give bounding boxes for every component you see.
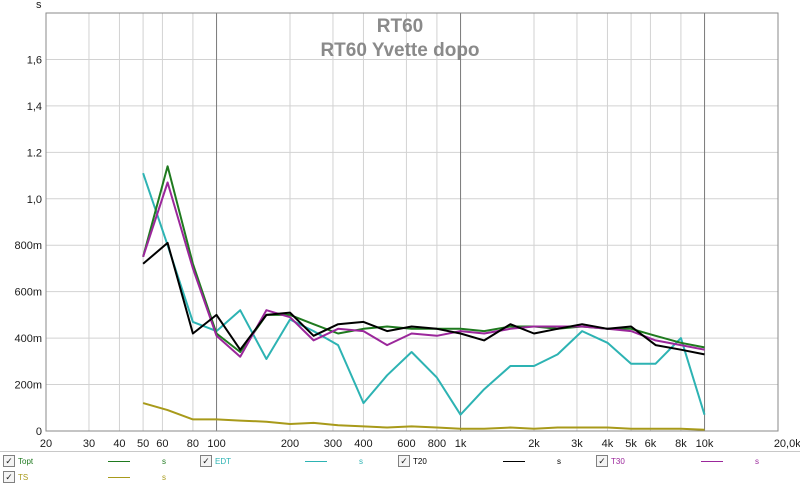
x-tick-label: 6k [645,438,657,450]
y-tick-label: 0 [36,426,42,438]
x-tick-label: 20 [40,438,52,450]
legend-checkbox[interactable]: ✓ [3,455,15,467]
y-tick-label: 600m [14,287,42,299]
minor-grid [45,13,779,432]
legend-item-topt[interactable]: ✓ Topt s [3,453,166,469]
y-axis-unit: s [36,0,42,11]
legend-swatch [305,460,327,462]
x-tick-label: 300 [324,438,342,450]
legend-item-t20[interactable]: ✓ T20 s [398,453,561,469]
legend-unit: s [557,456,561,466]
major-grid [216,13,706,431]
legend-panel: ✓ Topt s ✓ EDT s ✓ T20 s ✓ T30 s ✓ TS s [0,451,800,486]
legend-item-ts[interactable]: ✓ TS s [3,469,166,485]
legend-unit: s [359,456,363,466]
y-tick-label: 800m [14,240,42,252]
x-tick-label: 200 [281,438,299,450]
legend-swatch [701,460,723,462]
rt60-chart: 0 200m 400m 600m 800m 1,0 1.2 1,4 1,6 20 30 40 50 60… [14,0,800,450]
plot-frame [45,12,779,432]
legend-checkbox[interactable]: ✓ [3,471,15,483]
legend-checkbox[interactable]: ✓ [596,455,608,467]
legend-item-t30[interactable]: ✓ T30 s [596,453,759,469]
chart-subtitle: RT60 Yvette dopo [320,40,479,61]
legend-item-edt[interactable]: ✓ EDT s [200,453,363,469]
x-tick-label: 1k [455,438,467,450]
x-tick-label: 5k [625,438,637,450]
legend-label: T20 [413,456,427,466]
legend-swatch [108,460,130,462]
y-tick-label: 1,0 [27,194,42,206]
y-tick-label: 1,4 [27,101,42,113]
series-line-ts [142,402,705,431]
x-tick-label: 800 [428,438,446,450]
y-tick-label: 1.2 [27,147,42,159]
x-tick-label: 600 [397,438,415,450]
x-tick-label: 100 [207,438,225,450]
y-tick-label: 400m [14,333,42,345]
x-tick-label: 10k [696,438,714,450]
legend-checkbox[interactable]: ✓ [200,455,212,467]
x-tick-label: 2k [528,438,540,450]
x-tick-label: 400 [354,438,372,450]
series-line-t20 [142,241,705,356]
legend-unit: s [162,456,166,466]
series-line-edt [142,172,706,416]
x-tick-label: 40 [113,438,125,450]
x-tick-label: 3k [571,438,583,450]
legend-swatch [503,460,525,462]
x-tick-label: 20,0kHz [774,438,800,450]
legend-swatch [108,476,130,478]
legend-label: EDT [215,456,231,466]
x-tick-label: 30 [83,438,95,450]
y-tick-label: 200m [14,380,42,392]
chart-title: RT60 [377,16,423,37]
series-line-topt [142,165,705,353]
y-tick-label: 1,6 [27,54,42,66]
x-tick-label: 8k [675,438,687,450]
series-layer [142,165,706,431]
legend-label: TS [18,472,29,482]
x-tick-label: 4k [602,438,614,450]
x-tick-label: 80 [187,438,199,450]
legend-unit: s [162,472,166,482]
legend-unit: s [755,456,759,466]
y-axis-ticks: 0 200m 400m 600m 800m 1,0 1.2 1,4 1,6 [14,54,42,438]
legend-label: Topt [18,456,34,466]
x-axis-ticks: 20 30 40 50 60 80 100 200 300 400 600 800 1k 2k 3k 4k 5k… [40,438,800,450]
x-tick-label: 60 [156,438,168,450]
legend-checkbox[interactable]: ✓ [398,455,410,467]
x-tick-label: 50 [137,438,149,450]
legend-label: T30 [611,456,625,466]
